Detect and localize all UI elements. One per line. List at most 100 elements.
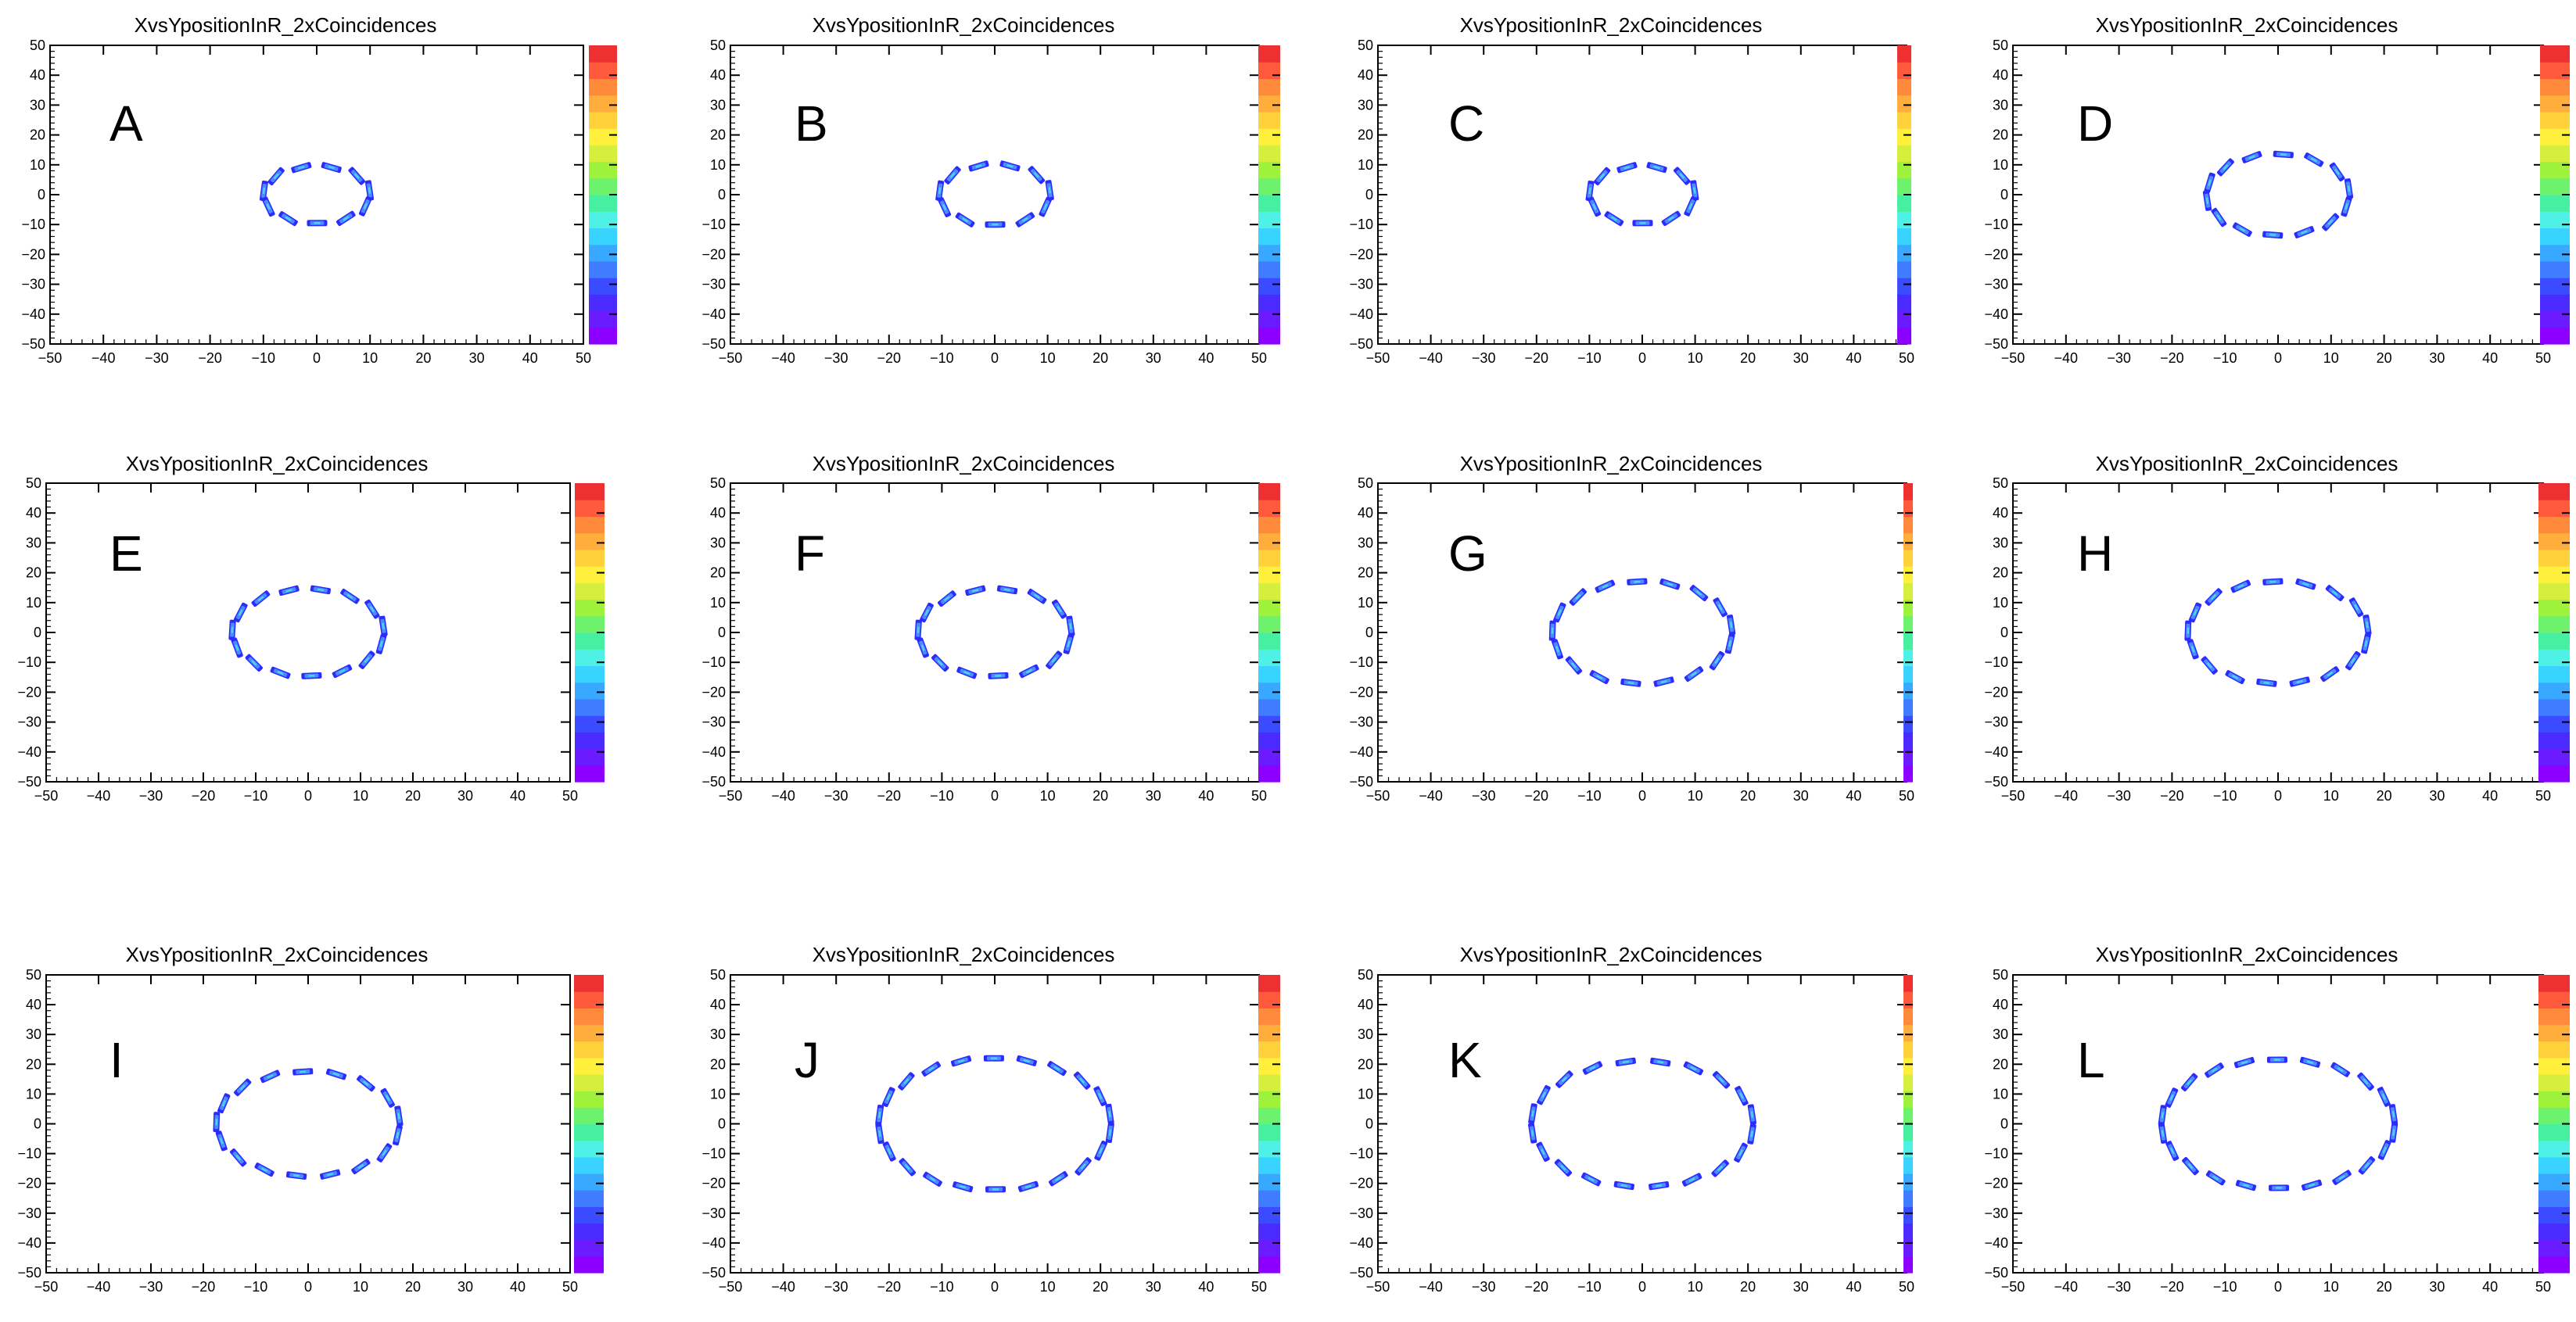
cluster-core xyxy=(886,1094,892,1101)
colorbar-band xyxy=(2540,111,2570,129)
ring-cluster xyxy=(1075,1157,1092,1176)
ring-cluster xyxy=(319,1169,341,1180)
ring-cluster xyxy=(267,167,285,186)
cluster-core xyxy=(1667,582,1674,586)
plot-frame xyxy=(49,45,584,345)
colorbar-band xyxy=(1903,1008,1913,1026)
cluster-core xyxy=(382,622,385,629)
cluster-core xyxy=(266,203,271,210)
x-tick-label: 10 xyxy=(2323,788,2339,804)
colorbar-band xyxy=(2540,161,2570,179)
colorbar-band xyxy=(574,1057,604,1075)
colorbar-band xyxy=(2540,145,2570,163)
ring-cluster xyxy=(2205,1170,2226,1186)
y-tick-label: −30 xyxy=(1984,1206,2008,1221)
ring-cluster xyxy=(2266,1056,2287,1063)
y-tick-label: 10 xyxy=(710,157,726,173)
ring-cluster xyxy=(278,211,298,227)
panel-label: G xyxy=(1448,525,1487,582)
y-tick-label: −10 xyxy=(701,1146,726,1162)
cluster-core xyxy=(2327,671,2334,677)
ring-cluster xyxy=(1709,650,1725,671)
ring-cluster xyxy=(935,180,945,202)
y-tick-label: 50 xyxy=(30,38,45,53)
colorbar-band xyxy=(1903,1024,1913,1042)
colorbar-band xyxy=(2538,1107,2570,1125)
ring-cluster xyxy=(1593,167,1611,186)
cluster-core xyxy=(2354,604,2359,611)
colorbar-band xyxy=(1258,665,1280,683)
y-tick-label: 0 xyxy=(718,625,726,640)
colorbar-band xyxy=(1897,161,1911,179)
plot-frame xyxy=(730,482,1260,783)
y-tick-label: −50 xyxy=(701,774,726,790)
cluster-core xyxy=(2231,675,2239,680)
ring-cluster xyxy=(2216,158,2234,177)
y-tick-label: 20 xyxy=(26,565,41,581)
x-tick-label: 20 xyxy=(1092,1279,1108,1295)
cluster-core xyxy=(1021,217,1028,223)
y-tick-label: −10 xyxy=(17,654,41,670)
y-tick-label: −30 xyxy=(1349,715,1373,730)
ring-cluster xyxy=(1105,1122,1114,1144)
cluster-core xyxy=(1714,657,1720,665)
x-tick-label: 10 xyxy=(1688,788,1703,804)
colorbar-band xyxy=(575,582,605,600)
panel-title: XvsYpositionInR_2xCoincidences xyxy=(126,943,429,966)
x-tick-label: 40 xyxy=(1198,788,1214,804)
y-tick-label: −30 xyxy=(701,1206,726,1221)
y-tick-label: −10 xyxy=(1349,217,1373,232)
y-tick-label: 40 xyxy=(1358,505,1373,521)
colorbar-band xyxy=(1903,483,1913,500)
cluster-core xyxy=(963,670,970,675)
y-tick-label: −20 xyxy=(1349,246,1373,262)
cluster-core xyxy=(2193,609,2197,616)
x-tick-label: −10 xyxy=(244,1279,268,1295)
colorbar-band xyxy=(1258,649,1280,667)
colorbar-band xyxy=(2540,244,2570,262)
colorbar-band xyxy=(589,62,617,80)
cluster-core xyxy=(917,626,920,633)
x-tick-label: −20 xyxy=(2160,788,2184,804)
y-tick-label: 40 xyxy=(710,505,726,521)
cluster-core xyxy=(1033,171,1039,178)
colorbar-band xyxy=(1258,45,1280,63)
cluster-core xyxy=(2364,640,2368,647)
cluster-core xyxy=(273,173,279,180)
cluster-core xyxy=(1575,593,1581,600)
ring-cluster xyxy=(1690,180,1699,201)
ring-cluster xyxy=(2344,178,2354,199)
x-tick-label: −30 xyxy=(2107,1279,2131,1295)
x-tick-label: 0 xyxy=(991,1279,999,1295)
ring-cluster xyxy=(2184,620,2192,641)
x-tick-label: −30 xyxy=(1472,1279,1496,1295)
colorbar-band xyxy=(1258,294,1280,312)
ring-cluster xyxy=(999,160,1021,172)
chart-panel-g: XvsYpositionInR_2xCoincidences −50 −40 −30 −… xyxy=(1349,452,1914,804)
x-tick-label: −20 xyxy=(1525,788,1549,804)
ring-cluster xyxy=(2325,585,2345,602)
ring-cluster xyxy=(2262,578,2284,586)
colorbar-band xyxy=(1258,698,1280,716)
x-tick-label: 0 xyxy=(991,350,999,366)
y-tick-label: −50 xyxy=(701,336,726,352)
colorbar-band xyxy=(1903,1140,1913,1158)
colorbar-band xyxy=(1903,1123,1913,1141)
ring-cluster xyxy=(259,180,268,202)
colorbar-band xyxy=(2540,260,2570,278)
ring-cluster xyxy=(2358,1156,2376,1175)
y-tick-label: 30 xyxy=(1993,97,2008,113)
plot-frame xyxy=(1377,45,1907,345)
y-tick-label: 50 xyxy=(710,967,726,983)
colorbar-band xyxy=(1897,211,1911,229)
ring-cluster xyxy=(231,637,243,658)
x-tick-label: 20 xyxy=(1740,350,1756,366)
cluster-core xyxy=(1660,679,1667,684)
y-tick-label: 50 xyxy=(26,967,41,983)
ring-cluster xyxy=(2363,614,2372,636)
ring-cluster xyxy=(2180,1073,2198,1091)
x-tick-label: −30 xyxy=(145,350,169,366)
colorbar-band xyxy=(2538,1008,2570,1026)
cluster-core xyxy=(2263,681,2270,685)
colorbar-band xyxy=(1258,244,1280,262)
